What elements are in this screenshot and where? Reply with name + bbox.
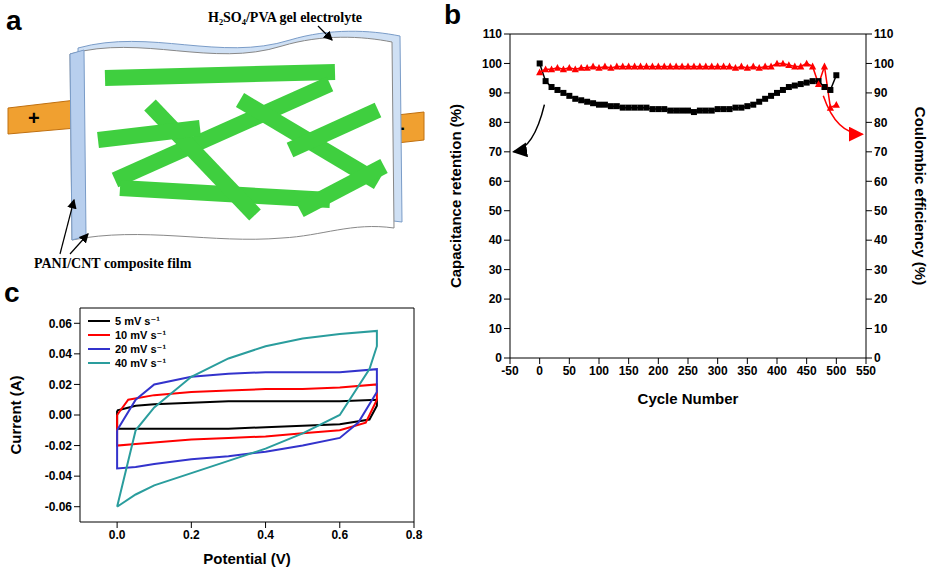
svg-text:50: 50 — [874, 204, 888, 218]
svg-text:0.00: 0.00 — [49, 408, 73, 422]
svg-text:30: 30 — [874, 263, 888, 277]
svg-text:0.2: 0.2 — [183, 528, 200, 542]
svg-text:110: 110 — [483, 27, 503, 41]
svg-text:0.0: 0.0 — [109, 528, 126, 542]
svg-text:0.8: 0.8 — [406, 528, 423, 542]
svg-text:60: 60 — [874, 175, 888, 189]
svg-text:H₂SO₄/PVA gel electrolyte: H₂SO₄/PVA gel electrolyte — [208, 10, 362, 25]
svg-text:100: 100 — [589, 364, 609, 378]
svg-text:-0.04: -0.04 — [45, 469, 73, 483]
svg-text:400: 400 — [767, 364, 787, 378]
svg-text:50: 50 — [563, 364, 577, 378]
svg-text:+: + — [28, 107, 40, 129]
html-text:b: b — [444, 0, 462, 30]
svg-text:0.06: 0.06 — [49, 317, 73, 331]
svg-text:60: 60 — [489, 175, 503, 189]
html-text:40 mV s⁻¹: 40 mV s⁻¹ — [115, 356, 167, 369]
svg-text:-50: -50 — [501, 364, 519, 378]
svg-text:Capacitance retention (%): Capacitance retention (%) — [447, 104, 464, 288]
svg-text:10: 10 — [874, 322, 888, 336]
svg-text:350: 350 — [737, 364, 757, 378]
html-text:c: c — [4, 277, 20, 308]
svg-text:0.4: 0.4 — [257, 528, 274, 542]
svg-text:-0.02: -0.02 — [45, 439, 73, 453]
svg-text:70: 70 — [489, 145, 503, 159]
svg-text:Current (A): Current (A) — [7, 375, 24, 454]
svg-text:30: 30 — [489, 263, 503, 277]
svg-text:PANI/CNT composite film: PANI/CNT composite film — [34, 256, 192, 271]
svg-text:250: 250 — [678, 364, 698, 378]
svg-text:Cycle Number: Cycle Number — [638, 390, 739, 407]
html-text:5 mV s⁻¹: 5 mV s⁻¹ — [115, 314, 160, 327]
svg-text:110: 110 — [874, 27, 894, 41]
svg-text:20: 20 — [489, 292, 503, 306]
svg-text:200: 200 — [648, 364, 668, 378]
svg-text:450: 450 — [797, 364, 817, 378]
svg-text:300: 300 — [708, 364, 728, 378]
svg-text:80: 80 — [489, 116, 503, 130]
svg-text:0: 0 — [874, 351, 881, 365]
svg-text:0: 0 — [536, 364, 543, 378]
svg-text:20: 20 — [874, 292, 888, 306]
html-text:10 mV s⁻¹: 10 mV s⁻¹ — [115, 328, 167, 341]
svg-text:Coulombic efficiency (%): Coulombic efficiency (%) — [912, 107, 929, 285]
svg-text:0: 0 — [495, 351, 502, 365]
svg-text:90: 90 — [874, 86, 888, 100]
svg-text:10: 10 — [489, 322, 503, 336]
svg-text:50: 50 — [489, 204, 503, 218]
svg-text:Potential (V): Potential (V) — [203, 550, 291, 567]
svg-text:100: 100 — [482, 57, 502, 71]
svg-text:a: a — [6, 5, 22, 36]
svg-text:80: 80 — [874, 116, 888, 130]
svg-text:40: 40 — [489, 233, 503, 247]
svg-text:90: 90 — [489, 86, 503, 100]
svg-text:70: 70 — [874, 145, 888, 159]
svg-text:0.02: 0.02 — [49, 378, 73, 392]
svg-text:550: 550 — [856, 364, 876, 378]
html-text:20 mV s⁻¹: 20 mV s⁻¹ — [115, 342, 167, 355]
svg-text:-0.06: -0.06 — [45, 500, 73, 514]
svg-text:150: 150 — [619, 364, 639, 378]
svg-text:40: 40 — [874, 233, 888, 247]
svg-text:0.04: 0.04 — [49, 347, 73, 361]
svg-text:0.6: 0.6 — [331, 528, 348, 542]
svg-text:100: 100 — [874, 57, 894, 71]
svg-text:500: 500 — [826, 364, 846, 378]
